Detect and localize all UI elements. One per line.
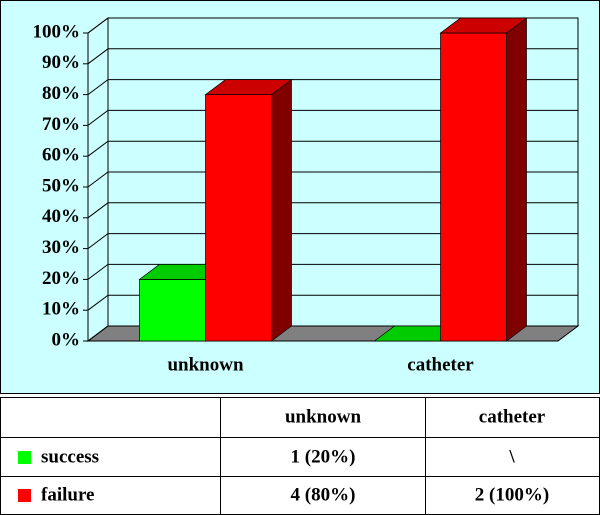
grid-line (87, 171, 578, 188)
bar-side (271, 78, 292, 342)
grid-segment (87, 263, 578, 280)
table-cell: 4 (80%) (291, 484, 356, 505)
table-cell: 1 (20%) (291, 446, 356, 467)
bar-top (204, 79, 293, 95)
bar-front (139, 279, 206, 342)
legend-swatch (18, 489, 31, 502)
y-tick-label: 0% (52, 329, 81, 350)
bar (439, 17, 528, 342)
y-tick-label: 60% (42, 145, 80, 166)
data-table (0, 397, 600, 515)
grid-segment (87, 294, 578, 311)
bar-top (439, 17, 528, 34)
grid-segment (87, 140, 578, 157)
grid-line (87, 233, 578, 250)
y-tick-label: 30% (42, 237, 80, 258)
grid-line (87, 48, 578, 65)
grid-line (87, 263, 578, 280)
grid-line (87, 140, 578, 157)
bar-front (440, 32, 507, 342)
y-tick-label: 70% (42, 114, 80, 135)
grid-segment (87, 79, 578, 95)
grid-segment (87, 202, 578, 219)
y-tick-label: 80% (42, 83, 80, 104)
y-tick-label: 40% (42, 206, 80, 227)
table-cell: 2 (100%) (475, 484, 549, 505)
grid-segment (87, 171, 578, 188)
table-grid (0, 397, 600, 515)
grid-line (87, 17, 578, 34)
table-header: catheter (479, 406, 546, 427)
x-tick-label: unknown (167, 354, 243, 375)
y-tick-label: 20% (42, 268, 80, 289)
legend-label: success (41, 446, 99, 467)
legend-label: failure (41, 484, 94, 505)
grid-segment (87, 48, 578, 65)
bar-front (205, 94, 272, 342)
grid-line (87, 79, 578, 95)
grid-segment (87, 109, 578, 126)
table-cell: \ (508, 446, 515, 467)
y-tick-label: 100% (33, 21, 81, 42)
grid-line (87, 109, 578, 126)
table-header: unknown (285, 406, 361, 427)
legend-swatch (18, 451, 31, 464)
bar-side (506, 17, 527, 342)
grid-segment (87, 17, 578, 34)
x-tick-label: catheter (407, 354, 474, 375)
grid-line (87, 202, 578, 219)
y-tick-label: 50% (42, 175, 80, 196)
y-tick-label: 10% (42, 299, 80, 320)
grid-segment (87, 233, 578, 250)
y-tick-label: 90% (42, 52, 80, 73)
bar (204, 78, 293, 342)
grid-line (87, 294, 578, 311)
